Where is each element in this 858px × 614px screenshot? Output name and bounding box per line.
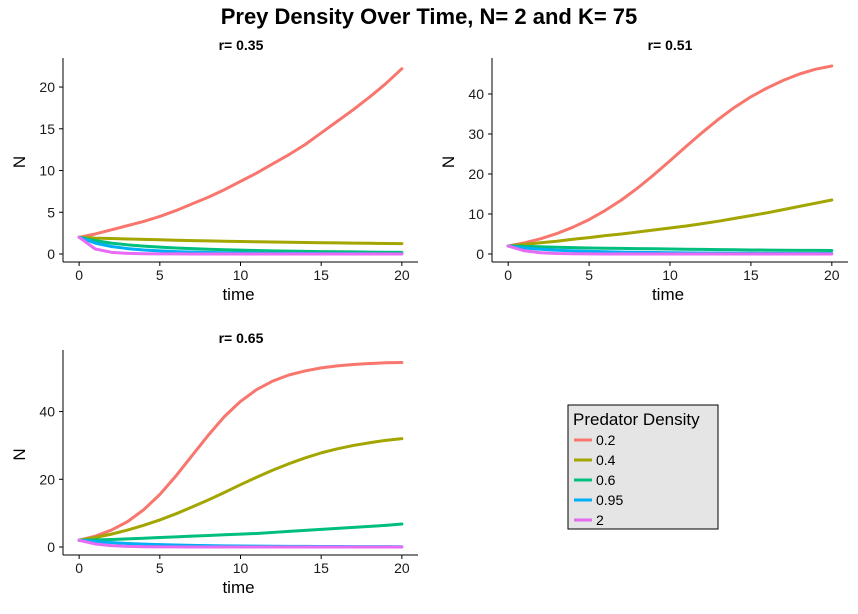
x-axis-title: time <box>652 285 684 304</box>
series-line-0-2 <box>506 64 834 248</box>
series-line-0-6 <box>77 235 404 254</box>
panel-3: r= 0.65 0 5 10 15 20 0 20 40 time N <box>10 330 418 597</box>
legend-item-label: 0.95 <box>596 492 623 508</box>
y-tick-label: 15 <box>39 121 55 137</box>
x-tick-label: 15 <box>743 267 759 283</box>
panel-2: r= 0.51 0 5 10 15 20 0 10 20 30 40 time N <box>439 37 848 304</box>
y-tick-label: 20 <box>468 166 484 182</box>
x-tick-label: 10 <box>662 267 678 283</box>
x-tick-label: 0 <box>75 267 83 283</box>
y-axis-title: N <box>10 448 29 460</box>
y-tick-label: 10 <box>39 163 55 179</box>
y-tick-label: 40 <box>39 404 55 420</box>
series-line-0-2 <box>77 360 404 542</box>
panel-title: r= 0.35 <box>219 37 264 53</box>
x-tick-label: 20 <box>824 267 840 283</box>
y-tick-label: 20 <box>39 471 55 487</box>
panel-1: r= 0.35 0 5 10 15 20 0 5 10 15 20 time N <box>10 37 418 304</box>
y-tick-label: 30 <box>468 126 484 142</box>
x-tick-label: 5 <box>156 560 164 576</box>
x-tick-label: 20 <box>394 560 410 576</box>
y-tick-label: 10 <box>468 206 484 222</box>
y-tick-label: 40 <box>468 86 484 102</box>
legend-item-label: 0.2 <box>596 432 616 448</box>
y-tick-label: 20 <box>39 79 55 95</box>
x-tick-label: 15 <box>313 560 329 576</box>
y-axis-title: N <box>10 156 29 168</box>
x-tick-label: 10 <box>233 560 249 576</box>
series-line-0-4 <box>77 437 404 542</box>
x-tick-label: 15 <box>313 267 329 283</box>
x-tick-label: 0 <box>504 267 512 283</box>
x-tick-label: 10 <box>233 267 249 283</box>
series-line-0-2 <box>77 67 404 239</box>
series-line-0-6 <box>506 244 834 252</box>
y-tick-label: 0 <box>47 246 55 262</box>
y-tick-label: 0 <box>476 246 484 262</box>
legend-item-label: 0.6 <box>596 472 616 488</box>
series-line-2 <box>77 538 404 549</box>
x-tick-label: 5 <box>156 267 164 283</box>
series-line-2 <box>506 244 834 256</box>
x-tick-label: 5 <box>585 267 593 283</box>
series-line-0-6 <box>77 522 404 542</box>
x-tick-label: 0 <box>75 560 83 576</box>
y-axis-title: N <box>439 156 458 168</box>
chart-title: Prey Density Over Time, N= 2 and K= 75 <box>221 4 638 29</box>
panel-title: r= 0.51 <box>648 37 693 53</box>
x-tick-label: 20 <box>394 267 410 283</box>
legend-item-label: 0.4 <box>596 452 616 468</box>
y-tick-label: 5 <box>47 204 55 220</box>
panel-title: r= 0.65 <box>219 330 264 346</box>
legend-title: Predator Density <box>573 410 700 429</box>
legend: Predator Density 0.2 0.4 0.6 0.95 2 <box>567 404 719 530</box>
series-line-2 <box>77 235 404 256</box>
series-line-0-4 <box>77 235 404 246</box>
y-tick-label: 0 <box>47 539 55 555</box>
legend-item-label: 2 <box>596 512 604 528</box>
x-axis-title: time <box>222 285 254 304</box>
x-axis-title: time <box>222 578 254 597</box>
legend-box <box>567 404 719 530</box>
series-line-0-4 <box>506 198 834 248</box>
